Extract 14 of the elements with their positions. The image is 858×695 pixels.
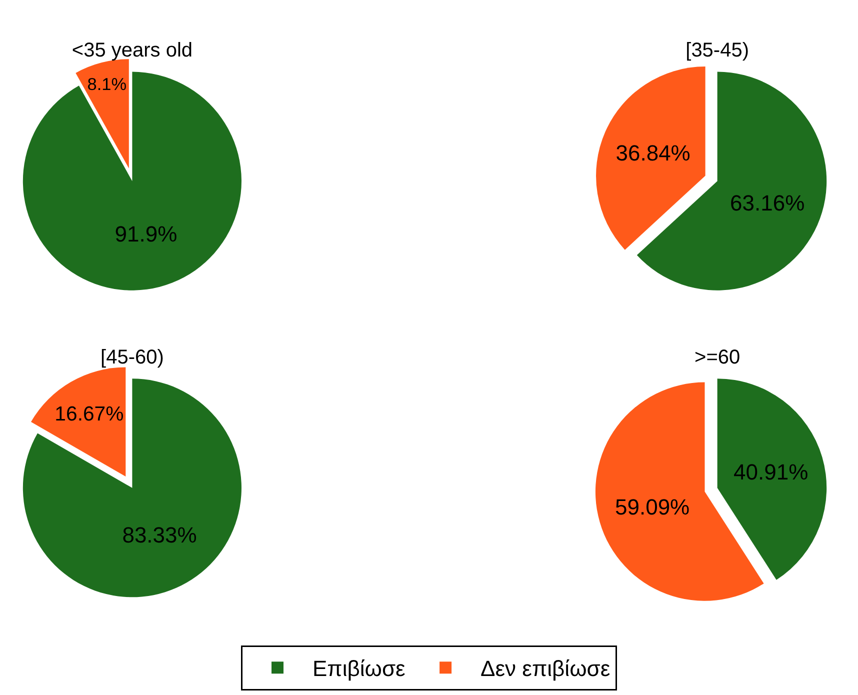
data-label: 8.1%	[87, 74, 127, 94]
data-label: 63.16%	[730, 190, 805, 216]
data-label: 91.9%	[114, 221, 178, 246]
chart-title: >=60	[694, 346, 740, 368]
chart-title: <35 years old	[72, 40, 193, 62]
data-label: 83.33%	[122, 522, 197, 548]
legend-label: Επιβίωσε	[312, 656, 406, 682]
data-label: 59.09%	[614, 494, 690, 520]
data-label: 16.67%	[54, 403, 124, 426]
chart-title: [35-45)	[686, 40, 750, 62]
data-label: 36.84%	[616, 140, 690, 166]
legend-label: Δεν επιβίωσε	[480, 656, 610, 682]
data-label: 40.91%	[734, 460, 808, 485]
chart-title: [45-60)	[100, 346, 164, 368]
